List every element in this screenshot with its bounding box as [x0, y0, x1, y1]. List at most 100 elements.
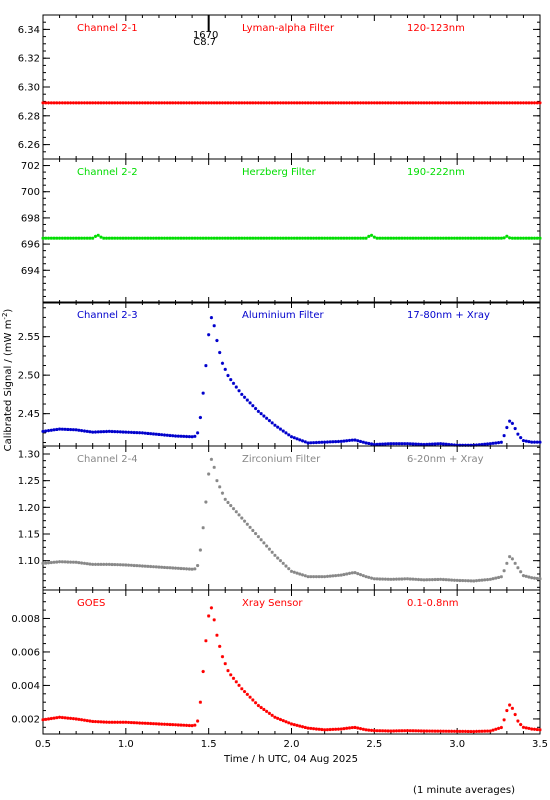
data-point [350, 101, 354, 105]
data-point [242, 689, 247, 694]
data-point [138, 564, 142, 568]
data-point [339, 727, 343, 731]
data-point [207, 101, 211, 105]
data-point [157, 722, 161, 726]
data-point [488, 442, 492, 446]
data-point [488, 729, 492, 733]
data-point [510, 706, 514, 710]
data-point [519, 101, 523, 105]
data-point [278, 559, 283, 563]
data-point [353, 438, 357, 442]
data-point [132, 563, 136, 568]
data-point [358, 236, 363, 240]
data-point [93, 562, 98, 566]
data-point [516, 432, 520, 436]
data-point [372, 729, 376, 733]
data-point [450, 729, 454, 733]
data-point [215, 236, 219, 240]
data-point [342, 101, 346, 105]
y-tick-label: 6.26 [18, 140, 40, 151]
data-point [223, 662, 227, 666]
data-point [63, 560, 67, 564]
data-point [430, 236, 434, 240]
data-point [278, 717, 283, 722]
data-point [538, 728, 542, 732]
data-point [149, 101, 153, 105]
data-point [80, 718, 84, 722]
data-point [469, 443, 473, 447]
data-point [328, 574, 332, 578]
panel-5: 0.002 0.004 0.006 0.008 0.5 1.0 1.5 2.0 2.5 3.0 3.… [11, 589, 548, 750]
data-point [381, 729, 385, 733]
data-point [521, 725, 526, 729]
data-point [193, 236, 197, 240]
data-point [138, 721, 142, 725]
data-point [107, 236, 111, 240]
data-point [463, 579, 468, 583]
data-point [168, 722, 172, 727]
data-point [433, 577, 437, 582]
data-point [405, 101, 410, 105]
data-point [157, 101, 161, 105]
data-point [198, 415, 202, 420]
data-point [499, 575, 503, 579]
data-point [262, 101, 266, 105]
data-point [300, 439, 305, 443]
data-point [276, 101, 280, 105]
data-point [278, 101, 283, 105]
data-point [513, 561, 517, 565]
data-point [49, 236, 53, 240]
data-point [477, 443, 481, 447]
data-point [41, 236, 45, 240]
data-point [204, 500, 208, 504]
data-point [129, 101, 133, 105]
data-point [162, 722, 167, 726]
data-point [212, 618, 216, 622]
data-point [350, 725, 354, 730]
data-point [433, 442, 437, 446]
data-point [356, 236, 360, 240]
data-point [245, 522, 249, 526]
data-point [44, 101, 48, 105]
data-point [146, 431, 150, 436]
data-point [530, 236, 534, 240]
data-point [140, 431, 144, 435]
data-point [66, 716, 70, 720]
data-point [494, 101, 498, 105]
data-point [400, 577, 404, 581]
data-point [196, 431, 200, 435]
data-point [223, 236, 227, 240]
data-point [93, 430, 98, 434]
data-point [336, 439, 341, 444]
data-point [151, 722, 156, 726]
data-point [218, 644, 222, 648]
data-point [339, 439, 343, 443]
data-point [436, 236, 440, 240]
data-point [392, 729, 396, 733]
data-point [394, 101, 399, 105]
data-point [85, 101, 89, 105]
data-point [524, 574, 528, 578]
data-point [323, 728, 327, 732]
data-point [505, 101, 509, 105]
data-point [57, 101, 62, 105]
data-point [342, 439, 346, 443]
data-point [303, 101, 307, 105]
data-point [126, 101, 131, 105]
data-point [411, 577, 415, 581]
data-point [317, 236, 321, 240]
data-point [356, 726, 360, 730]
data-point [472, 236, 476, 240]
data-point [289, 435, 294, 439]
data-point [259, 101, 263, 105]
data-point [347, 726, 352, 730]
data-point [433, 729, 437, 733]
data-point [179, 723, 183, 727]
data-point [472, 101, 476, 105]
data-point [381, 442, 385, 446]
data-point [49, 428, 53, 432]
data-point [85, 236, 89, 240]
data-point [80, 236, 84, 240]
data-point [386, 236, 390, 240]
